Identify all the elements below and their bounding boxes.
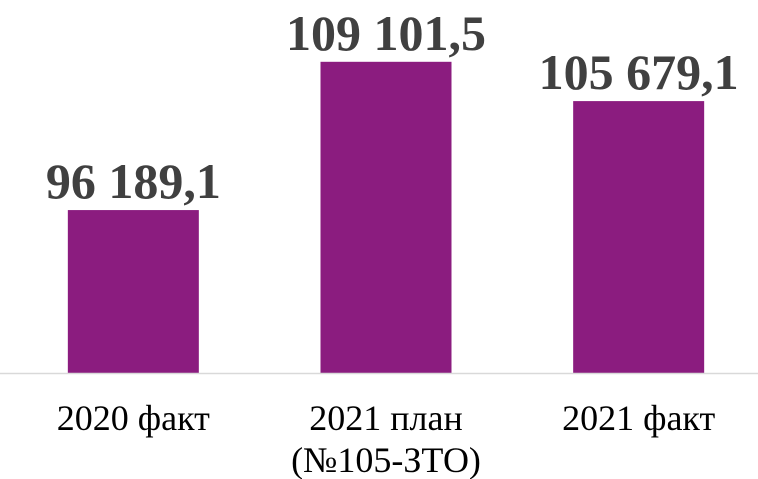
- bars-group: [67, 61, 705, 374]
- bar-2: [320, 61, 452, 373]
- value-label-1: 96 189,1: [46, 153, 221, 209]
- value-label-2: 109 101,5: [286, 5, 486, 61]
- category-label-1: 2020 факт: [57, 398, 210, 438]
- category-label-3: 2021 факт: [562, 398, 715, 438]
- bar-1: [67, 210, 199, 373]
- value-label-3: 105 679,1: [539, 44, 739, 100]
- category-label-2-line-2: (№105-ЗТО): [291, 440, 481, 479]
- value-labels-group: 96 189,1 109 101,5 105 679,1: [46, 5, 739, 209]
- category-labels-group: 2020 факт 2021 план(№105-ЗТО) 2021 факт: [57, 398, 716, 479]
- bar-3: [573, 101, 705, 374]
- category-label-2-line-1: 2021 план: [309, 398, 462, 438]
